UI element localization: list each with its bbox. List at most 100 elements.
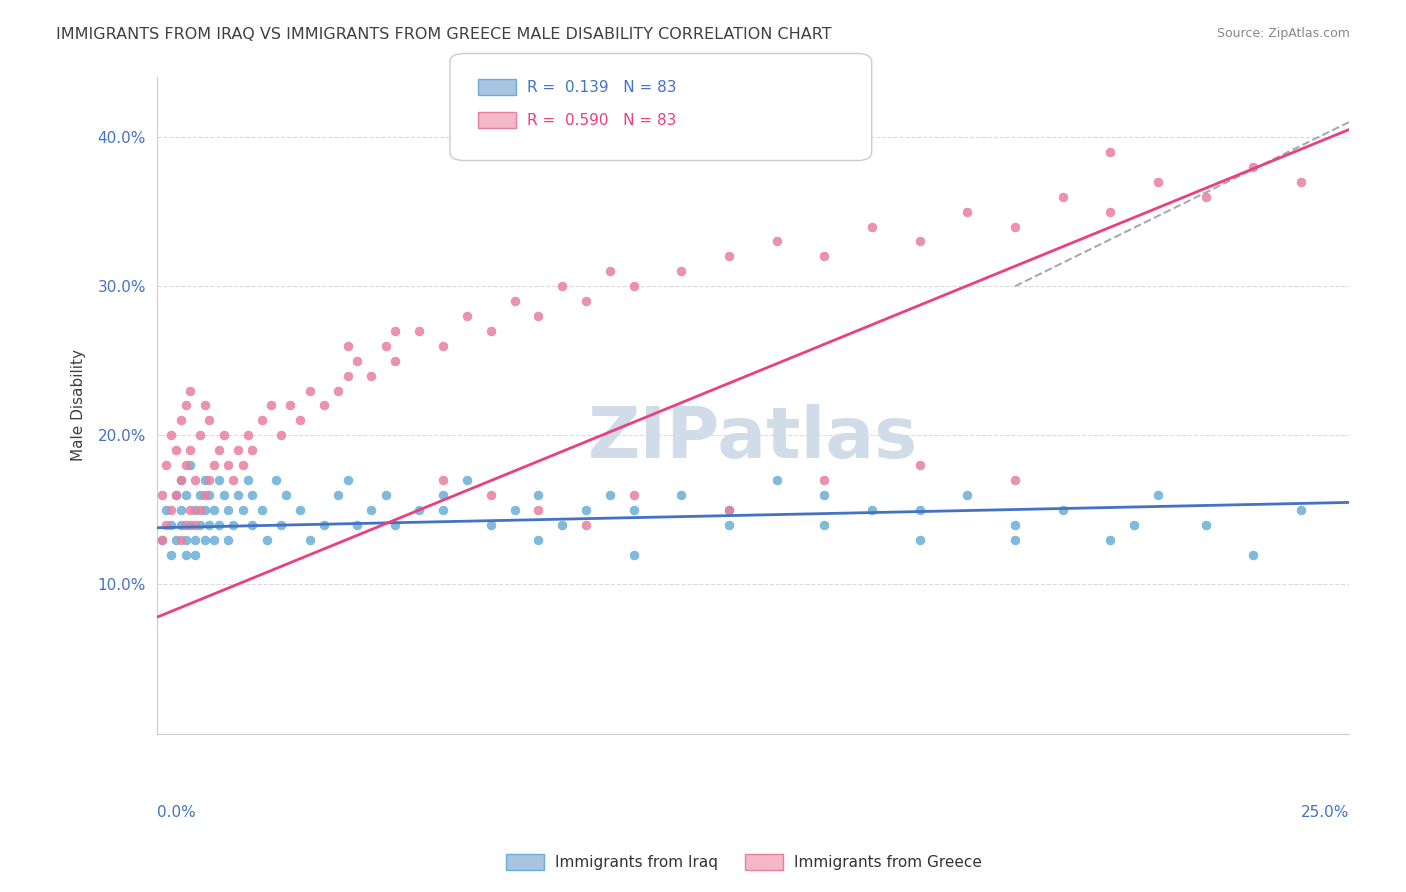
Point bbox=[1243, 160, 1265, 174]
Point bbox=[326, 384, 349, 398]
Point bbox=[198, 488, 221, 502]
Point bbox=[174, 488, 197, 502]
Point bbox=[194, 473, 217, 487]
Point bbox=[765, 473, 787, 487]
Point bbox=[288, 413, 311, 427]
Point bbox=[1004, 533, 1026, 547]
Point bbox=[179, 517, 201, 532]
Point bbox=[212, 488, 235, 502]
Point bbox=[179, 458, 201, 472]
Point bbox=[312, 517, 335, 532]
Text: Immigrants from Greece: Immigrants from Greece bbox=[794, 855, 983, 870]
Point bbox=[202, 458, 225, 472]
Point bbox=[236, 473, 259, 487]
Point bbox=[179, 503, 201, 517]
Point bbox=[170, 413, 193, 427]
Point bbox=[432, 473, 454, 487]
Point bbox=[240, 517, 263, 532]
Point bbox=[188, 428, 211, 442]
Point bbox=[1289, 175, 1312, 189]
Point bbox=[222, 517, 245, 532]
Point bbox=[160, 517, 183, 532]
Point bbox=[599, 488, 621, 502]
Point bbox=[765, 235, 787, 249]
Point bbox=[908, 503, 931, 517]
Point bbox=[250, 503, 273, 517]
Point bbox=[718, 503, 741, 517]
Point bbox=[174, 548, 197, 562]
Point bbox=[346, 353, 368, 368]
Point bbox=[174, 458, 197, 472]
Point bbox=[236, 428, 259, 442]
Point bbox=[432, 339, 454, 353]
Point bbox=[346, 517, 368, 532]
Point bbox=[165, 443, 187, 458]
Point bbox=[718, 249, 741, 263]
Point bbox=[360, 503, 382, 517]
Point bbox=[1052, 190, 1074, 204]
Point bbox=[1147, 175, 1170, 189]
Point bbox=[1289, 503, 1312, 517]
Point bbox=[956, 204, 979, 219]
Point bbox=[384, 517, 406, 532]
Point bbox=[860, 219, 883, 234]
Point bbox=[198, 473, 221, 487]
Point bbox=[160, 548, 183, 562]
Point bbox=[298, 384, 321, 398]
Point bbox=[208, 443, 231, 458]
Point bbox=[256, 533, 278, 547]
Point bbox=[551, 279, 574, 293]
Point bbox=[1099, 204, 1122, 219]
Point bbox=[408, 503, 430, 517]
Point bbox=[170, 473, 193, 487]
Point bbox=[1099, 145, 1122, 159]
Point bbox=[1123, 517, 1146, 532]
Point bbox=[384, 353, 406, 368]
Point bbox=[174, 517, 197, 532]
Text: R =  0.590   N = 83: R = 0.590 N = 83 bbox=[527, 113, 676, 128]
Point bbox=[336, 368, 359, 383]
Point bbox=[184, 548, 207, 562]
Point bbox=[160, 503, 183, 517]
Point bbox=[527, 533, 550, 547]
Point bbox=[217, 533, 239, 547]
Point bbox=[280, 399, 302, 413]
Point bbox=[1195, 517, 1218, 532]
Point bbox=[813, 488, 835, 502]
Y-axis label: Male Disability: Male Disability bbox=[72, 350, 86, 461]
Point bbox=[165, 488, 187, 502]
Point bbox=[170, 473, 193, 487]
Point bbox=[217, 503, 239, 517]
Text: IMMIGRANTS FROM IRAQ VS IMMIGRANTS FROM GREECE MALE DISABILITY CORRELATION CHART: IMMIGRANTS FROM IRAQ VS IMMIGRANTS FROM … bbox=[56, 27, 832, 42]
Point bbox=[503, 503, 526, 517]
Point bbox=[408, 324, 430, 338]
Point bbox=[184, 517, 207, 532]
Point bbox=[718, 503, 741, 517]
Point bbox=[527, 503, 550, 517]
Point bbox=[170, 533, 193, 547]
Point bbox=[623, 548, 645, 562]
Point bbox=[160, 428, 183, 442]
Point bbox=[179, 443, 201, 458]
Point bbox=[194, 533, 217, 547]
Point bbox=[1147, 488, 1170, 502]
Point bbox=[860, 503, 883, 517]
Point bbox=[479, 324, 502, 338]
Point bbox=[150, 488, 173, 502]
Point bbox=[170, 503, 193, 517]
Point bbox=[240, 443, 263, 458]
Point bbox=[208, 517, 231, 532]
Point bbox=[551, 517, 574, 532]
Point bbox=[1195, 190, 1218, 204]
Point bbox=[240, 488, 263, 502]
Point bbox=[165, 488, 187, 502]
Point bbox=[336, 339, 359, 353]
Point bbox=[908, 533, 931, 547]
Point bbox=[718, 517, 741, 532]
Point bbox=[956, 488, 979, 502]
Point bbox=[527, 309, 550, 323]
Text: R =  0.139   N = 83: R = 0.139 N = 83 bbox=[527, 80, 676, 95]
Point bbox=[202, 503, 225, 517]
Point bbox=[671, 488, 693, 502]
Point bbox=[1243, 548, 1265, 562]
